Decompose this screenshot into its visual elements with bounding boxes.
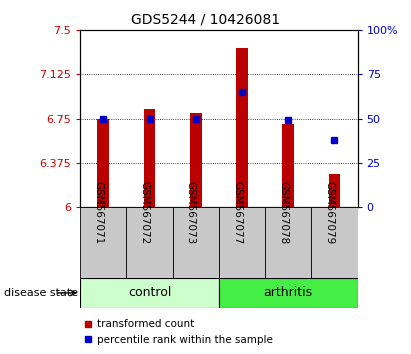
Text: disease state: disease state — [4, 288, 78, 298]
Bar — [80, 207, 126, 278]
Text: arthritis: arthritis — [263, 286, 313, 299]
Bar — [173, 207, 219, 278]
Bar — [144, 109, 155, 207]
Text: GSM567079: GSM567079 — [324, 181, 335, 244]
Text: GSM567077: GSM567077 — [232, 181, 242, 244]
Text: GSM567071: GSM567071 — [93, 181, 103, 244]
Text: control: control — [128, 286, 171, 299]
Bar — [219, 207, 265, 278]
Bar — [282, 125, 294, 207]
Legend: transformed count, percentile rank within the sample: transformed count, percentile rank withi… — [79, 315, 277, 349]
Bar — [219, 278, 358, 308]
Bar — [329, 174, 340, 207]
Bar — [80, 278, 219, 308]
Text: GSM567073: GSM567073 — [186, 181, 196, 244]
Bar — [97, 119, 109, 207]
Bar — [311, 207, 358, 278]
Bar — [126, 207, 173, 278]
Text: GDS5244 / 10426081: GDS5244 / 10426081 — [131, 12, 280, 27]
Bar — [236, 48, 248, 207]
Bar — [190, 113, 201, 207]
Text: GSM567078: GSM567078 — [278, 181, 288, 244]
Bar — [265, 207, 311, 278]
Text: GSM567072: GSM567072 — [139, 181, 150, 244]
